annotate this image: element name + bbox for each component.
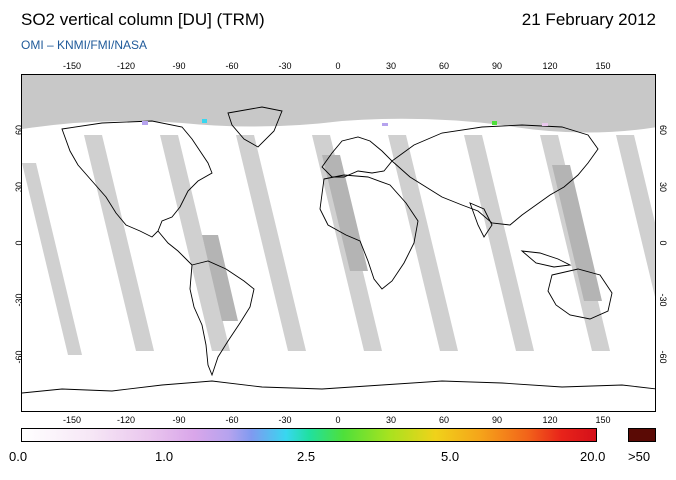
lat-tick-right: 30 <box>658 181 668 192</box>
lon-tick-bottom: 60 <box>438 415 449 425</box>
colorbar <box>21 428 597 442</box>
orbit-gap <box>464 135 534 351</box>
lat-tick-right: 60 <box>658 124 668 135</box>
lon-tick-bottom: 30 <box>385 415 396 425</box>
south-america <box>189 260 255 377</box>
map-title: SO2 vertical column [DU] (TRM) <box>21 10 265 29</box>
lon-tick-bottom: -60 <box>225 415 239 425</box>
so2-map <box>21 74 656 412</box>
speck <box>202 119 207 123</box>
colorbar-label: 5.0 <box>441 449 460 464</box>
lon-tick-top: -120 <box>116 61 135 71</box>
colorbar-label: 0.0 <box>9 449 28 464</box>
map-date: 21 February 2012 <box>521 10 656 29</box>
lon-tick-top: -90 <box>172 61 186 71</box>
lat-tick-right: 0 <box>658 240 668 246</box>
greenland <box>227 106 283 148</box>
lon-tick-top: -150 <box>62 61 81 71</box>
central-america <box>157 230 193 266</box>
lon-tick-bottom: -90 <box>172 415 186 425</box>
orbit-gap <box>236 135 306 351</box>
speck <box>382 123 388 126</box>
lon-tick-top: 60 <box>438 61 449 71</box>
colorbar-label: 20.0 <box>580 449 606 464</box>
lon-tick-top: 90 <box>491 61 502 71</box>
coastlines <box>22 106 655 394</box>
colorbar-label: 2.5 <box>297 449 316 464</box>
speck <box>542 123 548 126</box>
orbit-gap <box>388 135 458 351</box>
colorbar-label: >50 <box>628 449 651 464</box>
lat-tick-right: -60 <box>658 350 668 364</box>
orbit-gap <box>22 163 82 355</box>
north-america <box>61 120 213 238</box>
orbit-gap <box>160 135 230 351</box>
speck <box>142 121 148 125</box>
india <box>469 202 493 238</box>
asia <box>391 124 599 226</box>
map-svg <box>22 75 655 394</box>
orbit-gap <box>84 135 154 351</box>
antarctica <box>22 380 655 394</box>
lon-tick-bottom: -120 <box>116 415 135 425</box>
orbit-overlap <box>322 155 368 271</box>
data-source: OMI – KNMI/FMI/NASA <box>21 38 148 52</box>
lon-tick-top: 120 <box>542 61 558 71</box>
lon-tick-bottom: -30 <box>278 415 292 425</box>
lon-tick-top: 30 <box>385 61 396 71</box>
overflow-color-box <box>628 428 656 442</box>
polar-night-region <box>22 75 655 133</box>
lon-tick-top: -60 <box>225 61 239 71</box>
lon-tick-bottom: 0 <box>335 415 341 425</box>
lon-tick-bottom: 120 <box>542 415 558 425</box>
orbit-gap <box>616 135 655 297</box>
colorbar-label: 1.0 <box>155 449 174 464</box>
overlap-swaths <box>202 155 602 321</box>
speck <box>492 121 497 125</box>
lat-tick-right: -30 <box>658 293 668 307</box>
lon-tick-bottom: 150 <box>595 415 611 425</box>
so2-noise-specks <box>142 119 548 126</box>
lon-tick-top: -30 <box>278 61 292 71</box>
lon-tick-top: 0 <box>335 61 341 71</box>
lon-tick-bottom: -150 <box>62 415 81 425</box>
orbit-overlap <box>552 165 602 301</box>
lon-tick-top: 150 <box>595 61 611 71</box>
indonesia <box>520 250 572 268</box>
lon-tick-bottom: 90 <box>491 415 502 425</box>
orbit-overlap <box>202 235 238 321</box>
africa <box>319 174 419 290</box>
australia <box>547 268 613 320</box>
